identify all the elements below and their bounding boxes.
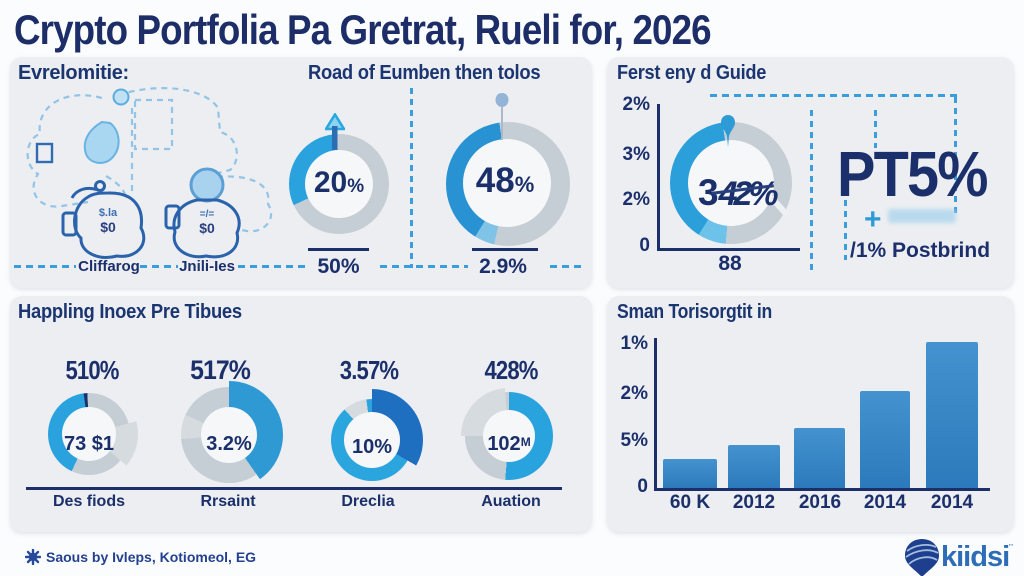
svg-text:$0: $0 [199,220,215,236]
svg-text:$.la: $.la [99,207,118,219]
svg-text:=/=: =/= [200,209,215,220]
svg-text:$0: $0 [100,219,116,235]
